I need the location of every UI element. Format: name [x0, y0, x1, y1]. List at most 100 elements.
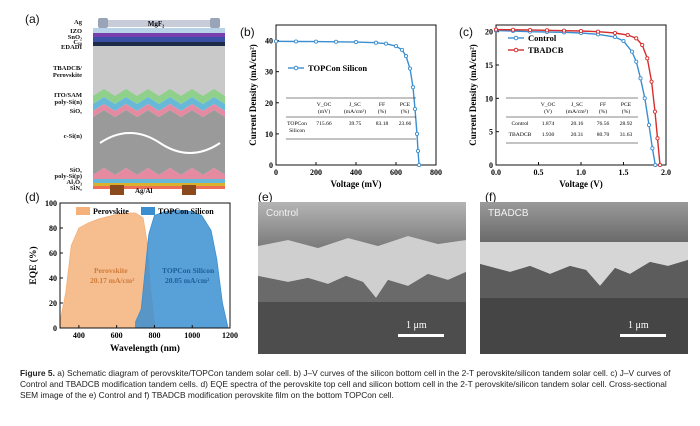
- x-tick-label: 400: [73, 331, 85, 340]
- carrier-wave: [99, 132, 221, 154]
- y-tick-label: 40: [265, 37, 273, 46]
- y-tick-label: 20: [485, 28, 493, 37]
- table-cell: 715.66: [316, 121, 332, 127]
- y-tick-label: 10: [265, 130, 273, 139]
- sem-f-scale-bar: [620, 334, 666, 337]
- legend-label: Control: [528, 33, 557, 43]
- sem-f-label: TBADCB: [488, 208, 529, 219]
- x-tick-label: 400: [350, 168, 362, 177]
- top-contact-left: [98, 18, 108, 28]
- table-cell: TOPCon: [287, 121, 307, 127]
- layer-label: Ag: [74, 19, 82, 26]
- plot-frame: [275, 24, 437, 166]
- table-cell: 1.874: [542, 121, 555, 127]
- table-header: FF: [600, 102, 606, 108]
- data-point: [353, 40, 359, 45]
- x-tick-label: 800: [148, 331, 160, 340]
- layer-label: SiOₓ: [69, 167, 82, 174]
- sinx-layer: [93, 186, 225, 189]
- data-point: [544, 28, 550, 33]
- legend-label: TBADCB: [528, 45, 564, 55]
- data-point: [621, 38, 626, 44]
- x-tick-label: 200: [310, 168, 322, 177]
- mgf2-label: MgF₂: [148, 20, 164, 28]
- table-header: (V): [544, 108, 552, 115]
- sem-e-scale-bar: [398, 334, 444, 337]
- x-axis-label: Voltage (V): [559, 179, 602, 189]
- data-point: [652, 109, 657, 114]
- data-point: [417, 162, 422, 168]
- caption-text: a) Schematic diagram of perovskite/TOPCo…: [20, 368, 671, 400]
- y-axis-label: Current Density (mA/cm²): [248, 44, 258, 146]
- data-point: [629, 49, 635, 54]
- y-tick-label: 60: [49, 249, 57, 258]
- sem-image-control: Control 1 μm: [258, 202, 466, 354]
- data-point: [410, 85, 416, 90]
- annotation-perovskite-name: Perovskite: [94, 266, 128, 275]
- poly-si-n-layer: [93, 97, 225, 111]
- sem-e-perovskite-film: [258, 236, 466, 298]
- data-point: [293, 39, 299, 44]
- y-tick-label: 30: [265, 68, 273, 77]
- table-header: (mV): [318, 108, 330, 115]
- poly-si-p-layer: [93, 179, 225, 183]
- caption-figure-number: Figure 5.: [20, 368, 55, 378]
- table-header: (%): [401, 108, 410, 115]
- layer-label: SiNₓ: [70, 185, 82, 192]
- layer-label: SiOₓ: [69, 108, 82, 115]
- legend-label: TOPCon Silicon: [308, 63, 367, 73]
- layer-label: IZO: [70, 28, 82, 35]
- table-header: V_OC: [317, 102, 332, 108]
- data-point: [403, 54, 409, 59]
- chart-c-tandem-jv: 0.0 0.5 1.0 1.5 2.0 0 5 10 15 20 Voltage (V) Curren…: [468, 24, 671, 189]
- data-point: [655, 136, 660, 141]
- data-point: [657, 162, 663, 168]
- panel-label-b: (b): [240, 25, 255, 39]
- eqe-area-topcon-silicon: [135, 210, 229, 329]
- annotation-topcon-name: TOPCon Silicon: [162, 266, 215, 275]
- y-axis-label: EQE (%): [28, 246, 39, 284]
- data-point: [649, 79, 654, 84]
- data-point: [527, 27, 533, 33]
- mgf2-layer: [108, 20, 210, 27]
- table-cell: TBADCB: [509, 132, 532, 138]
- table-cell: 83.18: [376, 121, 389, 127]
- y-tick-label: 0: [489, 161, 493, 170]
- table-header: (mA/cm²): [344, 108, 366, 115]
- y-tick-label: 20: [265, 99, 273, 108]
- layer-label: TBADCB/ Perovskite: [52, 65, 82, 79]
- data-point: [595, 29, 601, 34]
- sem-e-scale-text: 1 μm: [406, 320, 427, 331]
- layer-label: c-Si(n): [63, 133, 82, 140]
- x-tick-label: 2.0: [661, 168, 671, 177]
- table-cell: 28.92: [620, 121, 633, 127]
- y-tick-label: 0: [269, 161, 273, 170]
- table-cell: 1.930: [542, 132, 555, 138]
- panel-label-d: (d): [25, 190, 40, 204]
- data-point: [393, 44, 399, 49]
- y-tick-label: 10: [485, 94, 493, 103]
- x-axis-label: Wavelength (nm): [110, 343, 180, 354]
- y-tick-label: 15: [485, 61, 493, 70]
- data-point: [415, 148, 421, 154]
- figure-caption: Figure 5. a) Schematic diagram of perovs…: [20, 368, 685, 401]
- data-point: [561, 28, 567, 33]
- layer-label: C₆₀: [73, 39, 82, 46]
- table-header: (%): [378, 108, 387, 115]
- device-stack-svg: MgF₂: [93, 18, 225, 195]
- sem-e-label: Control: [266, 208, 299, 219]
- c60-layer: [93, 37, 225, 42]
- siox-top-layer: [93, 104, 225, 117]
- table-header: (mA/cm²): [566, 108, 588, 115]
- data-point: [638, 76, 643, 81]
- legend-label: TOPCon Silicon: [158, 207, 214, 216]
- data-point: [653, 162, 658, 168]
- x-tick-label: 600: [390, 168, 402, 177]
- legend-marker: [293, 65, 299, 71]
- table-header: (%): [622, 108, 631, 115]
- table-header: PCE: [400, 102, 411, 108]
- perovskite-layer: [93, 46, 225, 96]
- y-axis-label: Current Density (mA/cm²): [468, 44, 478, 146]
- series-line-topcon-silicon: [275, 40, 420, 166]
- legend-marker: [513, 35, 519, 41]
